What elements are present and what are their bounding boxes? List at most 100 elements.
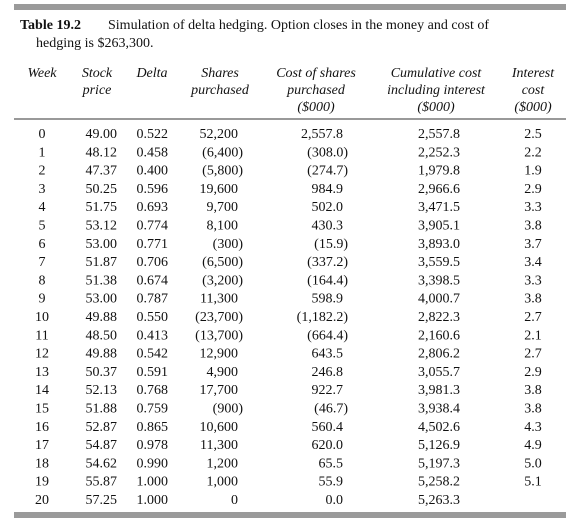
- table-cell: 20: [35, 493, 49, 508]
- table-cell: 0.0: [326, 493, 344, 508]
- table-cell: 0.771: [137, 237, 169, 252]
- table-cell: 53.00: [86, 292, 118, 307]
- table-cell: 4,502.6: [418, 420, 460, 435]
- table-cell: 3,398.5: [418, 273, 460, 288]
- table-cell: 1.000: [137, 475, 169, 490]
- table-cell: 2: [39, 164, 46, 179]
- table-cell: (46.7): [314, 402, 348, 417]
- table-cell: 502.0: [312, 200, 344, 215]
- table-cell: 1: [39, 145, 46, 160]
- table-cell: 1,200: [207, 456, 239, 471]
- table-cell: 10: [35, 310, 49, 325]
- column-header: Cost of shares: [276, 66, 356, 81]
- top-bar: [14, 4, 566, 10]
- table-cell: 2,966.6: [418, 182, 460, 197]
- table-cell: 1,979.8: [418, 164, 460, 179]
- column-header: price: [82, 83, 112, 98]
- table-cell: 54.62: [86, 456, 118, 471]
- table-cell: 3,938.4: [418, 402, 460, 417]
- table-cell: 49.88: [86, 347, 118, 362]
- table-cell: 52.87: [86, 420, 118, 435]
- table-cell: 5,263.3: [418, 493, 460, 508]
- table-cell: 620.0: [312, 438, 344, 453]
- table-cell: (664.4): [307, 328, 348, 343]
- column-header: purchased: [190, 83, 250, 98]
- table-cell: 10,600: [200, 420, 239, 435]
- table-cell: (5,800): [202, 164, 243, 179]
- table-cell: (15.9): [314, 237, 348, 252]
- table-cell: 3.4: [524, 255, 542, 270]
- table-cell: 0.978: [137, 438, 169, 453]
- table-cell: 3,893.0: [418, 237, 460, 252]
- table-cell: (164.4): [307, 273, 348, 288]
- table-cell: 246.8: [312, 365, 344, 380]
- table-cell: 18: [35, 456, 49, 471]
- table-cell: 51.88: [86, 402, 118, 417]
- table-cell: 47.37: [86, 164, 118, 179]
- table-cell: 0.787: [137, 292, 169, 307]
- table-cell: 12: [35, 347, 49, 362]
- table-cell: 5,126.9: [418, 438, 460, 453]
- table-cell: 15: [35, 402, 49, 417]
- table-cell: (900): [213, 402, 244, 417]
- table-cell: 8: [39, 273, 46, 288]
- table-cell: 3.3: [524, 273, 542, 288]
- table-cell: 5.1: [524, 475, 542, 490]
- table-cell: 3.8: [524, 292, 542, 307]
- table-cell: 0.542: [137, 347, 169, 362]
- table-cell: 3.8: [524, 383, 542, 398]
- table-cell: 0.596: [137, 182, 169, 197]
- table-cell: 53.00: [86, 237, 118, 252]
- table-cell: 51.75: [86, 200, 118, 215]
- column-header: Shares: [201, 66, 239, 81]
- table-cell: (337.2): [307, 255, 348, 270]
- table-cell: 5,197.3: [418, 456, 460, 471]
- table-cell: 430.3: [312, 219, 344, 234]
- caption-line: hedging is $263,300.: [36, 36, 153, 51]
- table-cell: 0.774: [137, 219, 169, 234]
- table-cell: 17,700: [200, 383, 239, 398]
- table-cell: 643.5: [312, 347, 344, 362]
- table-cell: (6,400): [202, 145, 243, 160]
- table-cell: 13: [35, 365, 49, 380]
- table-cell: 4,000.7: [418, 292, 460, 307]
- column-header: cost: [522, 83, 546, 98]
- table-cell: (1,182.2): [297, 310, 349, 325]
- column-header: ($000): [297, 100, 335, 115]
- table-cell: 49.00: [86, 127, 118, 142]
- column-header: Week: [27, 66, 57, 81]
- table-cell: 2.5: [524, 127, 542, 142]
- table-cell: 3,559.5: [418, 255, 460, 270]
- table-cell: 4.9: [524, 438, 542, 453]
- table-cell: 3.8: [524, 402, 542, 417]
- table-cell: 50.37: [86, 365, 118, 380]
- table-cell: 17: [35, 438, 49, 453]
- table-cell: 16: [35, 420, 49, 435]
- table-cell: 4: [39, 200, 46, 215]
- table-cell: (13,700): [195, 328, 243, 343]
- table-cell: 2,160.6: [418, 328, 460, 343]
- table-cell: 2,806.2: [418, 347, 460, 362]
- table-cell: 2.2: [524, 145, 542, 160]
- table-cell: 0.550: [137, 310, 169, 325]
- table-cell: 0.591: [137, 365, 169, 380]
- table-cell: 14: [35, 383, 49, 398]
- column-header: ($000): [417, 100, 455, 115]
- table-cell: 3.7: [524, 237, 542, 252]
- table-cell: 0: [39, 127, 46, 142]
- table-cell: 560.4: [312, 420, 344, 435]
- column-header: Stock: [82, 66, 113, 81]
- table-cell: 2,822.3: [418, 310, 460, 325]
- column-header: including interest: [387, 83, 486, 98]
- table-cell: 7: [39, 255, 46, 270]
- column-header: Delta: [135, 66, 167, 81]
- table-cell: 6: [39, 237, 46, 252]
- table-cell: 2.1: [524, 328, 542, 343]
- table-cell: 5.0: [524, 456, 542, 471]
- table-cell: 5,258.2: [418, 475, 460, 490]
- table-cell: 54.87: [86, 438, 118, 453]
- table-cell: 3,055.7: [418, 365, 460, 380]
- table-cell: 11,300: [200, 292, 238, 307]
- table-cell: 4,900: [207, 365, 239, 380]
